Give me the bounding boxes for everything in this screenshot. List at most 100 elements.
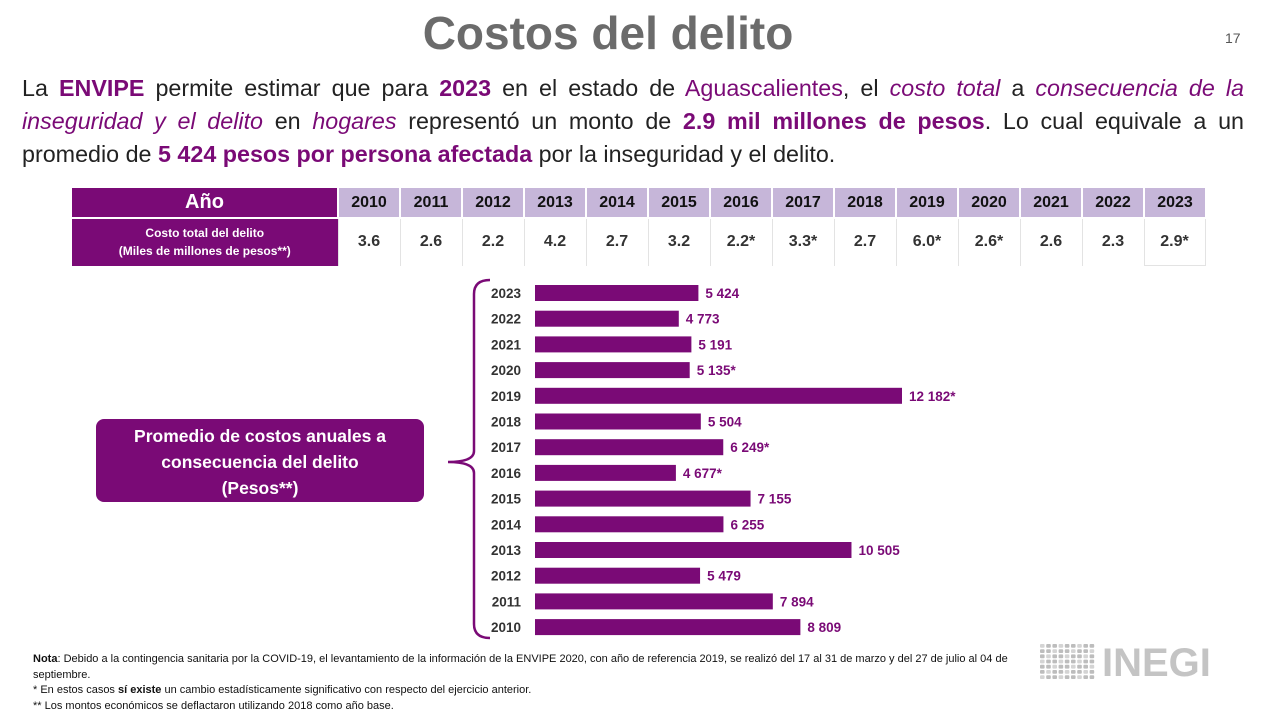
data-label: 5 479 [707, 569, 741, 584]
callout-line: consecuencia del delito [161, 451, 359, 472]
logo-dot [1052, 675, 1057, 679]
state-name: Aguascalientes [684, 75, 843, 101]
promedio-persona: 5 424 pesos por persona afectada [157, 141, 533, 167]
logo-dot [1040, 664, 1045, 669]
table-cell: 2.6* [957, 217, 1020, 266]
logo-dot [1077, 644, 1082, 648]
logo-dot [1077, 670, 1082, 674]
logo-dot [1071, 644, 1076, 648]
data-label: 5 191 [698, 337, 732, 352]
logo-dot [1077, 649, 1082, 653]
bar [535, 387, 902, 404]
chart-bracket [447, 278, 491, 640]
table-header-year: 2023 [1143, 188, 1205, 218]
logo-text: INEGI [1102, 641, 1211, 682]
category-label: 2013 [491, 543, 522, 558]
footnote-nota: Nota: Debido a la contingencia sanitaria… [33, 653, 1008, 681]
logo-dot [1052, 654, 1057, 659]
logo-dot [1083, 649, 1088, 653]
monto-total: 2.9 mil millones de pesos [682, 108, 985, 134]
logo-dot [1083, 664, 1088, 669]
logo-dot [1058, 670, 1064, 674]
logo-dot [1083, 659, 1088, 664]
table-header-year: 2021 [1019, 188, 1082, 218]
logo-dot [1071, 649, 1076, 653]
category-label: 2010 [491, 620, 521, 635]
logo-dot [1083, 644, 1088, 648]
page-title: Costos del delito [422, 7, 794, 59]
logo-dot [1089, 654, 1095, 659]
table-header-label: Año [72, 188, 338, 218]
logo-dot [1040, 644, 1045, 648]
table-cell: 2.9* [1143, 217, 1206, 266]
logo-dot [1058, 654, 1064, 659]
category-label: 2019 [491, 389, 521, 404]
logo-dot [1071, 670, 1076, 674]
cost-table: Año 2010 2011 2012 2013 2014 2015 2016 2… [72, 188, 1206, 266]
bar [535, 464, 676, 481]
table-header-year: 2020 [957, 188, 1020, 218]
logo-dot [1046, 670, 1051, 674]
logo-dot [1083, 654, 1088, 659]
data-label: 4 677* [683, 466, 723, 481]
bar [535, 413, 701, 430]
logo-dot [1071, 659, 1076, 664]
logo-dot [1071, 675, 1076, 679]
logo-dot [1089, 649, 1095, 653]
category-label: 2016 [491, 466, 522, 481]
table-cell: 2.6 [1019, 217, 1082, 266]
logo-dot [1083, 670, 1088, 674]
logo-dot [1089, 664, 1095, 669]
logo-dot [1046, 659, 1051, 664]
logo-dot [1064, 675, 1070, 679]
logo-dot [1064, 654, 1070, 659]
category-label: 2017 [491, 440, 521, 455]
bar [535, 567, 701, 584]
data-label: 10 505 [858, 543, 900, 558]
intro-paragraph: La ENVIPE permite estimar que para 2023 … [22, 75, 1245, 167]
callout-line: (Pesos**) [221, 477, 299, 498]
logo-dot [1058, 675, 1064, 679]
table-cell: 4.2 [523, 217, 586, 266]
footnote-star: * En estos casos sí existe un cambio est… [33, 684, 532, 696]
logo-dot [1052, 644, 1057, 648]
bar [535, 516, 724, 533]
category-label: 2020 [491, 363, 521, 378]
table-cell: 2.7 [833, 217, 896, 266]
data-label: 5 135* [697, 363, 737, 378]
table-cell: 2.6 [399, 217, 462, 266]
logo-dot [1058, 664, 1064, 669]
envipe-label: ENVIPE [58, 75, 145, 101]
table-row: Costo total del delito (Miles de millones… [72, 217, 1206, 266]
category-label: 2022 [491, 312, 521, 327]
table-header-year: 2018 [833, 188, 896, 218]
logo-dot [1064, 649, 1070, 653]
logo-dot [1046, 649, 1051, 653]
data-label: 12 182* [909, 389, 956, 404]
inegi-logo: INEGI [1040, 641, 1211, 682]
bar [535, 593, 773, 610]
logo-dot [1064, 664, 1070, 669]
table-header-year: 2013 [523, 188, 586, 218]
logo-dot [1046, 644, 1051, 648]
logo-dot [1089, 675, 1095, 679]
bar [535, 619, 801, 636]
logo-dot [1046, 675, 1051, 679]
category-label: 2015 [491, 492, 522, 507]
logo-dot [1064, 659, 1070, 664]
bar [535, 310, 679, 327]
table-cell: 6.0* [895, 217, 958, 266]
logo-dot [1052, 670, 1057, 674]
category-label: 2011 [492, 594, 522, 609]
table-header-row: Año 2010 2011 2012 2013 2014 2015 2016 2… [72, 188, 1205, 218]
category-label: 2012 [491, 569, 521, 584]
data-label: 7 155 [758, 492, 792, 507]
logo-dot [1046, 654, 1051, 659]
logo-dot [1077, 675, 1082, 679]
logo-dot [1040, 659, 1045, 664]
bar [535, 285, 699, 301]
logo-dot [1040, 654, 1045, 659]
highlight-year: 2023 [439, 75, 492, 101]
logo-dot [1052, 649, 1057, 653]
logo-dot [1071, 654, 1076, 659]
